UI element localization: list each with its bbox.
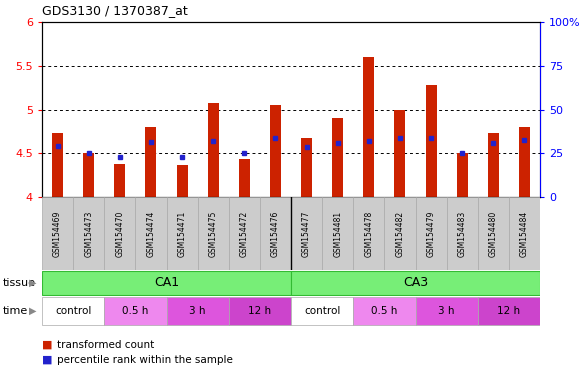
Text: GSM154470: GSM154470 [115,210,124,257]
Bar [167,197,198,270]
Text: GSM154477: GSM154477 [302,210,311,257]
Bar [42,296,104,325]
Bar [385,197,415,270]
Bar [42,270,291,295]
Bar [229,296,291,325]
Bar [167,296,229,325]
Text: GSM154478: GSM154478 [364,210,374,257]
Text: GSM154469: GSM154469 [53,210,62,257]
Bar [145,127,156,197]
Bar [73,197,104,270]
Text: GSM154472: GSM154472 [240,210,249,257]
Bar [239,159,250,197]
Text: ■: ■ [42,340,52,350]
Text: GSM154484: GSM154484 [520,210,529,257]
Bar [270,105,281,197]
Text: GDS3130 / 1370387_at: GDS3130 / 1370387_at [42,4,188,17]
Bar [478,197,509,270]
Text: CA1: CA1 [154,276,179,290]
Text: tissue: tissue [3,278,36,288]
Text: 3 h: 3 h [189,306,206,316]
Text: GSM154471: GSM154471 [178,210,187,257]
Bar [426,85,436,197]
Bar [394,109,406,197]
Bar [488,133,498,197]
Bar [291,296,353,325]
Bar [415,296,478,325]
Bar [260,197,291,270]
Text: 12 h: 12 h [497,306,521,316]
Bar [208,103,218,197]
Bar [509,197,540,270]
Text: GSM154476: GSM154476 [271,210,280,257]
Text: 0.5 h: 0.5 h [371,306,397,316]
Bar [198,197,229,270]
Bar [135,197,167,270]
Bar [52,133,63,197]
Bar [332,118,343,197]
Text: ▶: ▶ [29,278,37,288]
Bar [353,197,385,270]
Bar [114,164,125,197]
Text: GSM154479: GSM154479 [426,210,436,257]
Bar [457,153,468,197]
Bar [291,197,322,270]
Text: GSM154482: GSM154482 [396,210,404,257]
Text: GSM154474: GSM154474 [146,210,156,257]
Bar [301,137,312,197]
Bar [177,165,188,197]
Text: control: control [55,306,91,316]
Text: GSM154480: GSM154480 [489,210,498,257]
Text: transformed count: transformed count [56,340,154,350]
Text: time: time [3,306,28,316]
Text: ▶: ▶ [29,306,37,316]
Bar [363,57,374,197]
Bar [322,197,353,270]
Bar [353,296,415,325]
Text: ■: ■ [42,355,52,365]
Text: 3 h: 3 h [439,306,455,316]
Bar [478,296,540,325]
Text: GSM154473: GSM154473 [84,210,93,257]
Text: percentile rank within the sample: percentile rank within the sample [56,355,232,365]
Text: 0.5 h: 0.5 h [122,306,149,316]
Bar [83,153,94,197]
Bar [291,270,540,295]
Bar [42,197,73,270]
Text: GSM154483: GSM154483 [458,210,467,257]
Bar [447,197,478,270]
Bar [104,197,135,270]
Bar [415,197,447,270]
Bar [519,127,530,197]
Text: CA3: CA3 [403,276,428,290]
Bar [104,296,167,325]
Text: control: control [304,306,340,316]
Text: GSM154481: GSM154481 [333,210,342,257]
Text: GSM154475: GSM154475 [209,210,218,257]
Bar [229,197,260,270]
Text: 12 h: 12 h [248,306,271,316]
